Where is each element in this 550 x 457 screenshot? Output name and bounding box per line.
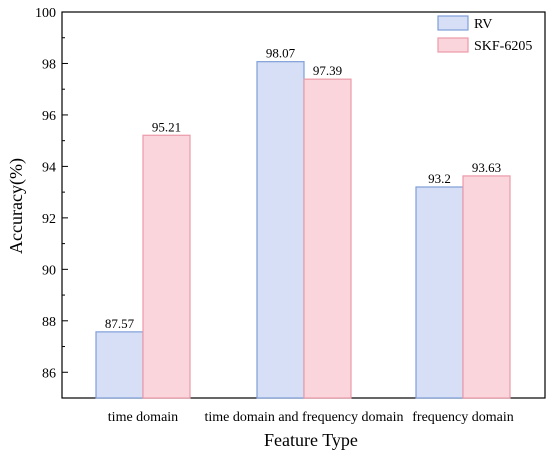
bar-rv-2 [415,186,464,399]
legend: RV SKF-6205 [437,15,532,54]
data-label: 87.57 [105,316,135,331]
bar-rv-0 [95,331,144,399]
data-label: 97.39 [313,63,342,78]
data-label: 95.21 [152,119,181,134]
y-axis-title: Accuracy(%) [6,158,27,254]
y-tick-label: 88 [42,315,56,330]
y-tick-label: 92 [42,212,56,227]
legend-swatch [437,37,469,53]
bar-rv-1 [256,61,305,399]
y-tick-label: 96 [42,109,56,124]
legend-swatch [437,15,469,31]
x-tick-label: time domain [108,410,178,425]
bar-skf-6205-0 [142,134,191,399]
x-tick-label: time domain and frequency domain [204,410,403,425]
y-tick-label: 86 [42,366,56,381]
legend-label: SKF-6205 [474,39,532,54]
x-axis-title: Feature Type [264,430,358,450]
y-tick-label: 94 [42,160,56,175]
bar-skf-6205-2 [462,175,511,399]
y-tick-label: 90 [42,263,56,278]
x-tick-label: frequency domain [412,410,513,425]
data-labels: 87.57 98.07 93.2 95.21 97.39 93.63 [105,46,501,331]
data-label: 93.63 [472,160,501,175]
y-tick-label: 98 [42,57,56,72]
y-tick-label: 100 [35,6,56,21]
legend-label: RV [474,17,492,32]
data-label: 98.07 [266,46,296,61]
data-label: 93.2 [428,171,451,186]
y-axis: 86 88 90 92 94 96 98 100 [35,6,68,399]
bars [95,61,511,399]
bar-skf-6205-1 [303,78,352,399]
